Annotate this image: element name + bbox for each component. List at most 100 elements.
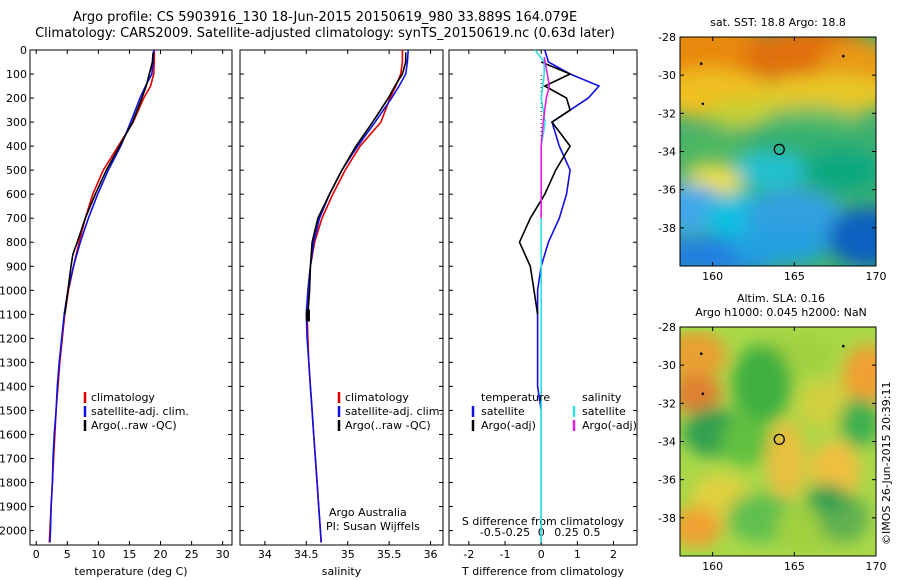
temperature-ytick-label: 1000 [0,284,27,297]
temperature-series-2 [64,52,154,315]
temperature-ytick-label: 1600 [0,428,27,441]
temperature-ytick-label: 300 [6,116,27,129]
sst-map-ytick-label: -34 [658,146,676,159]
salinity-annotation-line-1: Argo Australia [329,506,407,519]
temperature-ytick-label: 100 [6,68,27,81]
diff-legend-label-S-0: satellite [582,405,626,418]
temperature-xlabel: temperature (deg C) [74,565,187,578]
sst-map-xtick-label: 170 [866,270,887,283]
salinity-frame [239,49,444,546]
title-line-2: Climatology: CARS2009. Satellite-adjuste… [35,26,615,41]
sla-map-xtick-label: 165 [784,560,805,573]
diff-xtick-label-S: -0.5 [480,526,501,539]
diff-series-2 [534,49,547,543]
temperature-ytick-label: 1300 [0,356,27,369]
sst-map-xtick-label: 165 [784,270,805,283]
sst-map-field-blob [757,74,876,115]
sst-map-xtick-label: 160 [702,270,723,283]
sla-map-ytick-label: -34 [658,436,676,449]
sst-map-title: sat. SST: 18.8 Argo: 18.8 [710,16,846,29]
temperature-xtick-label: 5 [64,548,71,561]
diff-xtick-label-T: 0 [538,548,545,561]
temperature-ytick-label: 200 [6,92,27,105]
temperature-ytick-label: 1500 [0,404,27,417]
sla-map-panel: 160 165 170 -28 -30 -32 -34 -36 -38 [658,321,887,573]
title-line-1: Argo profile: CS 5903916_130 18-Jun-2015… [72,10,578,25]
temperature-xtick-label: 10 [91,548,105,561]
temperature-xtick-label: 0 [33,548,40,561]
salinity-xtick-label: 35 [341,548,355,561]
diff-legend-label-S-1: Argo(-adj) [582,419,637,432]
sla-map-field-blob [842,344,876,405]
sla-map-xtick-label: 160 [702,560,723,573]
diff-legend-label-T-1: Argo(-adj) [481,419,536,432]
temperature-xtick-label: 15 [122,548,136,561]
temperature-legend-label-2: Argo(..raw -QC) [91,419,177,432]
sla-map-field-blob [731,344,792,425]
temperature-series-1 [49,49,155,543]
sla-map-title-line-1: Altim. SLA: 0.16 [737,292,825,305]
sla-map-xtick-label: 170 [866,560,887,573]
sla-map-field-blob [766,420,807,501]
sst-map-island-dot [842,54,845,58]
diff-legend-label-T-0: satellite [481,405,525,418]
salinity-series-1 [305,49,409,543]
salinity-xtick-label: 35.5 [377,548,402,561]
sla-map-ytick-label: -30 [658,359,676,372]
sst-map-field-blobs [680,37,876,266]
salinity-legend-label-1: satellite-adj. clim. [345,405,443,418]
temperature-ytick-label: 1900 [0,501,27,514]
temperature-ytick-label: 700 [6,212,27,225]
temperature-ytick-label: 1400 [0,380,27,393]
temperature-ytick-label: 1800 [0,477,27,490]
sst-map-ytick-label: -32 [658,107,676,120]
temperature-ytick-label: 2000 [0,525,27,538]
temperature-ytick-label: 500 [6,164,27,177]
sla-map-field-blob [680,330,727,381]
sla-map-island-dot [701,392,705,396]
sla-map-field-blobs [680,330,876,553]
temperature-ytick-label: 1200 [0,332,27,345]
sst-map-argo-marker [773,143,785,156]
sst-map-field-blob [803,148,876,193]
sla-map-ytick-label: -28 [658,321,676,334]
diff-xtick-label-T: 1 [574,548,581,561]
diff-xtick-label-S: 0.5 [583,526,601,539]
sla-map-field-blob [807,483,847,514]
diff-series-3 [540,57,551,219]
diff-legend-title-salinity: salinity [582,391,622,404]
sst-map-field-blob [680,131,753,172]
temperature-panel: 0100200300400500600700800900100011001200… [0,44,233,578]
diff-xtick-label-T: -2 [463,548,474,561]
temperature-legend-label-1: satellite-adj. clim. [91,405,189,418]
sst-map-field-blob [827,207,876,266]
temperature-ytick-label: 900 [6,260,27,273]
temperature-ytick-label: 1700 [0,452,27,465]
salinity-series-2 [307,52,407,315]
figure-title: Argo profile: CS 5903916_130 18-Jun-2015… [0,10,650,42]
salinity-annotation-line-2: PI: Susan Wijffels [326,520,420,533]
temperature-ytick-label: 1100 [0,308,27,321]
sst-map-field-blob [729,152,810,189]
salinity-xtick-label: 36 [424,548,438,561]
sst-map-island-dot [701,102,705,106]
sst-map-ytick-label: -30 [658,69,676,82]
sst-map-field-blob [728,228,828,265]
diff-xlabel-S: S difference from climatology [462,515,625,528]
differences-panel: -2 -1 0 1 2-0.5 -0.25 0 0.25 0.5T difference fro… [448,49,638,578]
temperature-ytick-label: 400 [6,140,27,153]
temperature-ytick-label: 0 [20,44,27,57]
copyright-stamp: ©IMOS 26-Jun-2015 20:39:11 [880,381,893,545]
sla-map-field-blob [680,373,722,414]
temperature-ytick-label: 800 [6,236,27,249]
sst-map-ytick-label: -28 [658,31,676,44]
temperature-xtick-label: 25 [185,548,199,561]
temperature-ytick-label: 600 [6,188,27,201]
sla-map-ytick-label: -36 [658,474,676,487]
sla-map-field-blob [720,416,771,467]
sla-map-island-dot [699,352,703,356]
diff-xtick-label-S: -0.25 [502,526,530,539]
diff-xtick-label-S: 0.25 [554,526,579,539]
temperature-legend-label-0: climatology [91,391,155,404]
sla-map-title-line-2: Argo h1000: 0.045 h2000: NaN [695,306,867,319]
